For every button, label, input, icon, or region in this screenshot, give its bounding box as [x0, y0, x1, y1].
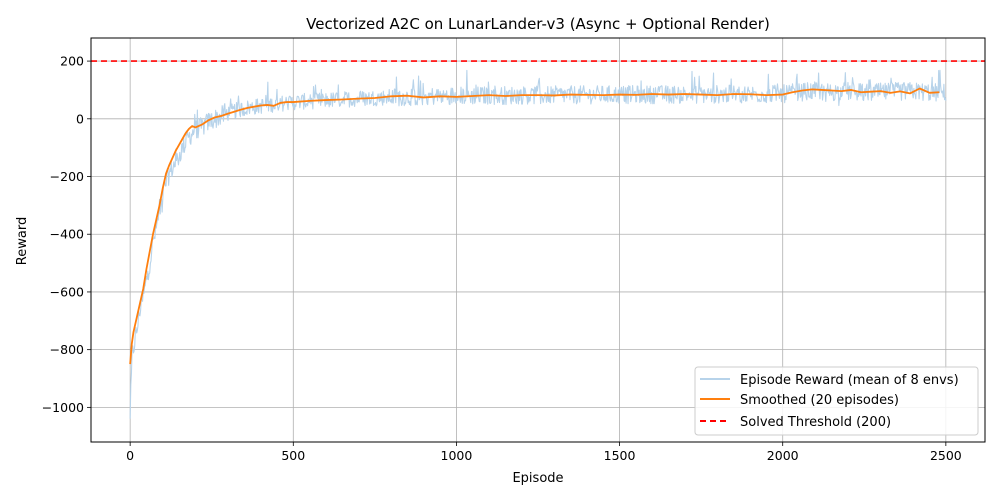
series-layer — [91, 60, 985, 419]
x-tick-label: 1500 — [604, 448, 636, 463]
legend: Episode Reward (mean of 8 envs) Smoothed… — [694, 366, 979, 436]
legend-smoothed-label: Smoothed (20 episodes) — [740, 393, 899, 408]
series-line-raw — [129, 69, 947, 419]
y-tick-label: 0 — [76, 111, 84, 126]
y-tick-label: 200 — [60, 54, 84, 69]
legend-threshold-label: Solved Threshold (200) — [740, 415, 891, 430]
series-line-smoothed — [129, 87, 940, 365]
ticks-layer: 0 500 1000 1500 2000 2500−1000−800−600−400−20… — [42, 54, 962, 463]
x-axis-label: Episode — [512, 471, 563, 486]
plot-frame — [90, 37, 986, 443]
legend-raw-label: Episode Reward (mean of 8 envs) — [740, 373, 959, 388]
y-tick-label: −200 — [50, 169, 84, 184]
legend-box — [694, 366, 979, 436]
y-axis-label: Reward — [15, 217, 30, 265]
y-tick-label: −800 — [50, 342, 84, 357]
x-tick-label: 0 — [126, 448, 134, 463]
y-tick-label: −400 — [50, 227, 84, 242]
y-tick-label: −1000 — [42, 400, 84, 415]
x-tick-label: 2500 — [930, 448, 962, 463]
x-tick-label: 1000 — [441, 448, 473, 463]
chart-title: Vectorized A2C on LunarLander-v3 (Async … — [306, 15, 770, 33]
y-tick-label: −600 — [50, 284, 84, 299]
x-tick-label: 500 — [281, 448, 305, 463]
x-tick-label: 2000 — [767, 448, 799, 463]
